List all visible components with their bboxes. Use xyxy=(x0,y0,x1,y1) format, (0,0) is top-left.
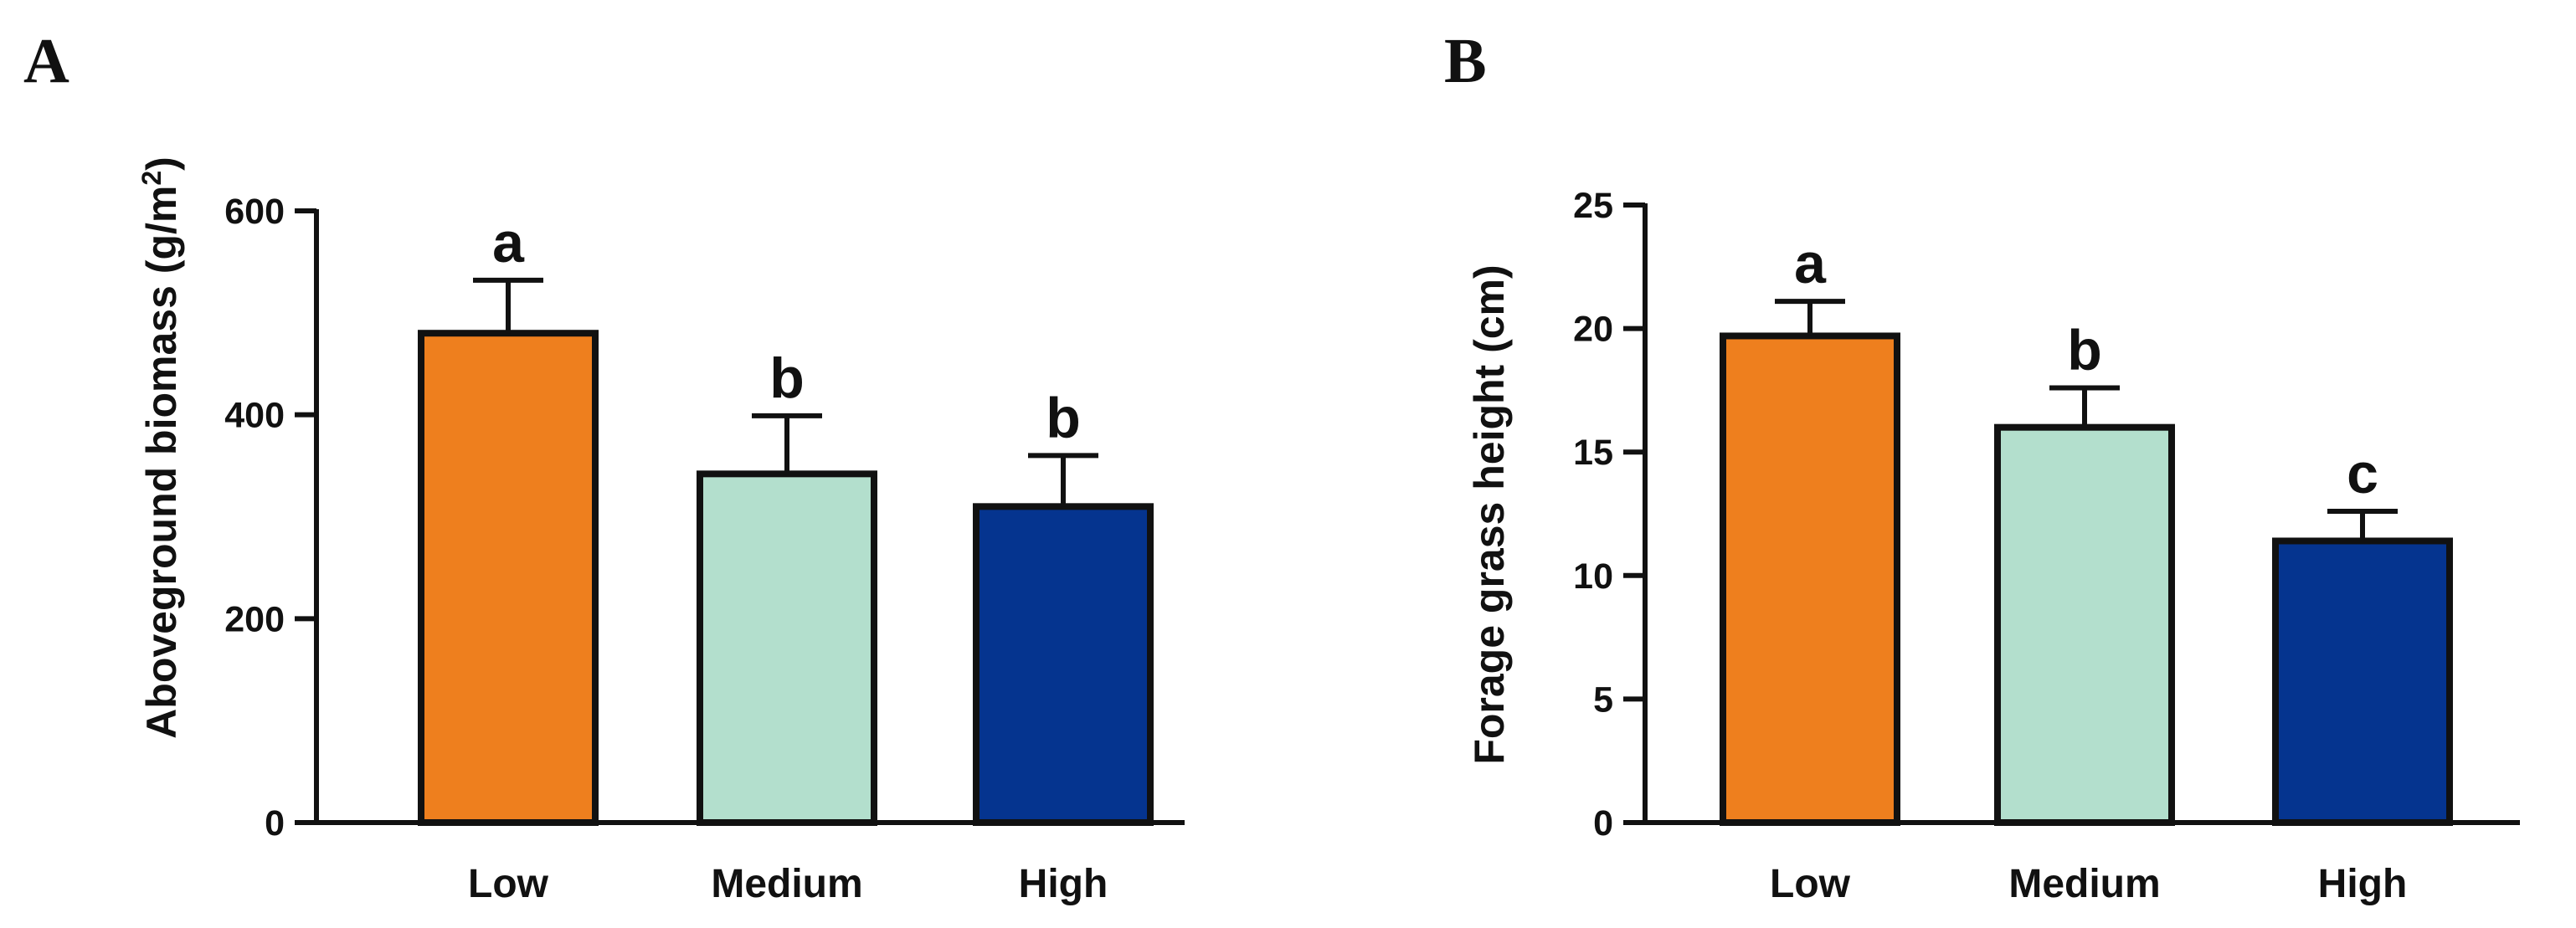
x-labels-b: Low Medium High xyxy=(1770,862,2407,906)
y-ticks-a: 0 200 400 600 xyxy=(224,192,316,843)
sig-label-b-2: b xyxy=(2067,318,2102,382)
axes-b xyxy=(1643,203,2520,825)
bar-a-medium xyxy=(697,470,877,827)
bar-b-medium xyxy=(1994,423,2175,826)
panel-b: B Forage grass height (cm) a b c 0 5 10 15 20 2… xyxy=(1444,26,2520,906)
bar-b-low xyxy=(1720,332,1900,826)
y-tick-label-a-200: 200 xyxy=(224,599,285,639)
y-tick-label-a-400: 400 xyxy=(224,396,285,436)
sig-label-b-3: c xyxy=(2347,442,2378,505)
y-tick-label-b-15: 15 xyxy=(1573,433,1613,473)
x-tick-label-a-high: High xyxy=(1019,862,1108,906)
x-tick-label-b-low: Low xyxy=(1770,862,1851,906)
y-tick-label-b-10: 10 xyxy=(1573,556,1613,597)
axes-a xyxy=(314,209,1185,825)
x-tick-label-a-low: Low xyxy=(468,862,549,906)
error-bars-a xyxy=(473,277,1098,507)
y-tick-label-a-0: 0 xyxy=(265,803,285,843)
panel-label-a: A xyxy=(23,26,69,96)
y-tick-label-b-20: 20 xyxy=(1573,310,1613,350)
significance-labels-a: a b b xyxy=(492,211,1081,450)
sig-label-b-1: a xyxy=(1794,232,1827,295)
y-tick-label-b-5: 5 xyxy=(1593,679,1613,720)
bar-a-high xyxy=(973,503,1154,826)
significance-labels-b: a b c xyxy=(1794,232,2378,505)
x-tick-label-a-medium: Medium xyxy=(711,862,862,906)
x-tick-label-b-medium: Medium xyxy=(2008,862,2160,906)
y-tick-label-a-600: 600 xyxy=(224,192,285,232)
x-tick-label-b-high: High xyxy=(2318,862,2408,906)
y-axis-title-a: Aboveground biomass (g/m2) xyxy=(136,156,185,739)
y-tick-label-b-25: 25 xyxy=(1573,186,1613,226)
x-labels-a: Low Medium High xyxy=(468,862,1108,906)
bar-a-low xyxy=(418,330,599,826)
panel-label-b: B xyxy=(1444,26,1487,96)
sig-label-a-2: b xyxy=(769,346,805,410)
y-ticks-b: 0 5 10 15 20 25 xyxy=(1573,186,1645,843)
y-axis-title-b: Forage grass height (cm) xyxy=(1466,264,1513,764)
bar-b-high xyxy=(2272,537,2453,826)
sig-label-a-1: a xyxy=(492,211,525,274)
panel-a: A Aboveground biomass (g/m2) a b b 0 200 400… xyxy=(23,26,1185,906)
y-tick-label-b-0: 0 xyxy=(1593,803,1613,843)
sig-label-a-3: b xyxy=(1046,386,1081,449)
error-bars-b xyxy=(1775,299,2398,541)
